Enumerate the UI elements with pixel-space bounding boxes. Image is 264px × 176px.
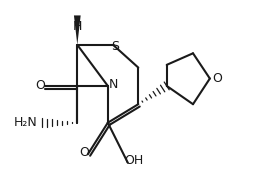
Text: O: O — [212, 72, 222, 85]
Text: N: N — [109, 78, 118, 91]
Text: H: H — [73, 20, 82, 33]
Text: O: O — [36, 79, 45, 92]
Polygon shape — [74, 15, 81, 45]
Text: OH: OH — [125, 154, 144, 167]
Text: H₂N: H₂N — [14, 116, 38, 129]
Text: O: O — [80, 146, 89, 159]
Text: S: S — [111, 40, 119, 54]
